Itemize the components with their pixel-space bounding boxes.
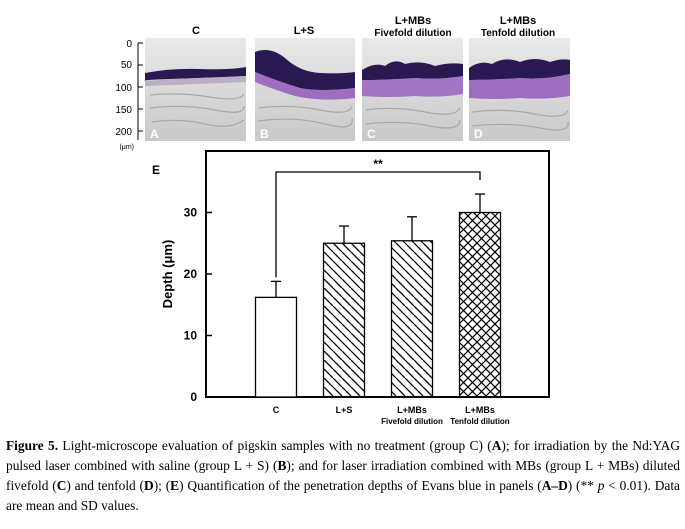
- bar: [390, 240, 434, 398]
- x-tick-label: L+S: [336, 405, 353, 415]
- caption-panel-ref: A–D: [541, 478, 568, 493]
- panel-title: L+MBs: [395, 15, 431, 27]
- y-tick-label: 30: [184, 206, 198, 220]
- bar: [458, 211, 502, 398]
- significance-label: **: [373, 157, 383, 171]
- caption-panel-ref: B: [277, 458, 287, 473]
- x-tick-label: L+MBs: [397, 405, 427, 415]
- caption-panel-ref: E: [170, 478, 180, 493]
- panel-subtitle: Fivefold dilution: [374, 28, 451, 39]
- panel-title: C: [192, 25, 200, 37]
- x-axis-labels: C L+S L+MBs Fivefold dilution L+MBs Tenfold d…: [273, 405, 510, 426]
- caption-text: ) (**: [567, 478, 598, 493]
- panel-letter: A: [150, 127, 159, 141]
- y-tick-label: 20: [184, 267, 198, 281]
- caption-text: ) and tenfold (: [66, 478, 145, 493]
- x-tick-sublabel: Tenfold dilution: [450, 417, 510, 426]
- micro-tick-label: 0: [126, 39, 132, 50]
- depth-bar-chart: E Depth (μm) 0 10 20 30 C L+S L+MBs Fivefold d…: [152, 150, 550, 426]
- caption-text: < 0.01). Data are mean and SD values.: [6, 478, 680, 513]
- micro-tick-label: 100: [115, 83, 132, 94]
- significance-bracket: **: [275, 157, 481, 278]
- chart-panel-label: E: [152, 163, 160, 177]
- micrograph-panel-a: C A: [144, 25, 246, 141]
- micro-tick-label: 200: [115, 127, 132, 138]
- panel-subtitle: Tenfold dilution: [481, 28, 555, 39]
- y-axis: 0 10 20 30: [184, 206, 212, 404]
- y-tick-label: 10: [184, 329, 198, 343]
- caption-text: ); and for laser irradiation combined wi…: [6, 458, 680, 493]
- caption-label: Figure 5.: [6, 438, 59, 453]
- bars: [254, 193, 502, 398]
- panel-title: L+MBs: [500, 15, 536, 27]
- caption-text: ) Quantification of the penetration dept…: [179, 478, 542, 493]
- x-tick-label: C: [273, 405, 280, 415]
- caption-panel-ref: A: [491, 438, 502, 453]
- panel-letter: C: [367, 127, 376, 141]
- caption-text: ); for irradiation by the Nd:YAG pulsed …: [6, 438, 681, 473]
- caption-text: Light-microscope evaluation of pigskin s…: [58, 438, 492, 453]
- bar: [322, 242, 366, 398]
- panel-letter: B: [260, 127, 269, 141]
- bar: [254, 296, 298, 398]
- x-tick-sublabel: Fivefold dilution: [381, 417, 443, 426]
- y-tick-label: 0: [190, 390, 197, 404]
- bracket-line: [275, 171, 481, 278]
- figure-5: 0 50 100 150 200 (μm) C A L+S B L+MBs Fi…: [115, 15, 570, 426]
- micrograph-panel-d: L+MBs Tenfold dilution D: [469, 15, 570, 141]
- caption-text: ); (: [153, 478, 171, 493]
- caption-panel-ref: C: [56, 478, 67, 493]
- panel-title: L+S: [294, 25, 314, 37]
- micro-tick-label: 150: [115, 105, 132, 116]
- micro-unit-label: (μm): [119, 144, 134, 151]
- micrograph-panel-b: L+S B: [255, 25, 355, 141]
- panel-letter: D: [474, 127, 483, 141]
- micrograph-scale: 0 50 100 150 200 (μm): [115, 39, 143, 151]
- figure-caption: Figure 5. Light-microscope evaluation of…: [6, 436, 680, 516]
- micrograph-panel-c: L+MBs Fivefold dilution C: [362, 15, 463, 141]
- micro-tick-label: 50: [121, 60, 133, 71]
- y-axis-label: Depth (μm): [160, 240, 175, 309]
- x-tick-label: L+MBs: [465, 405, 495, 415]
- caption-italic: p: [597, 478, 605, 493]
- caption-panel-ref: D: [144, 478, 154, 493]
